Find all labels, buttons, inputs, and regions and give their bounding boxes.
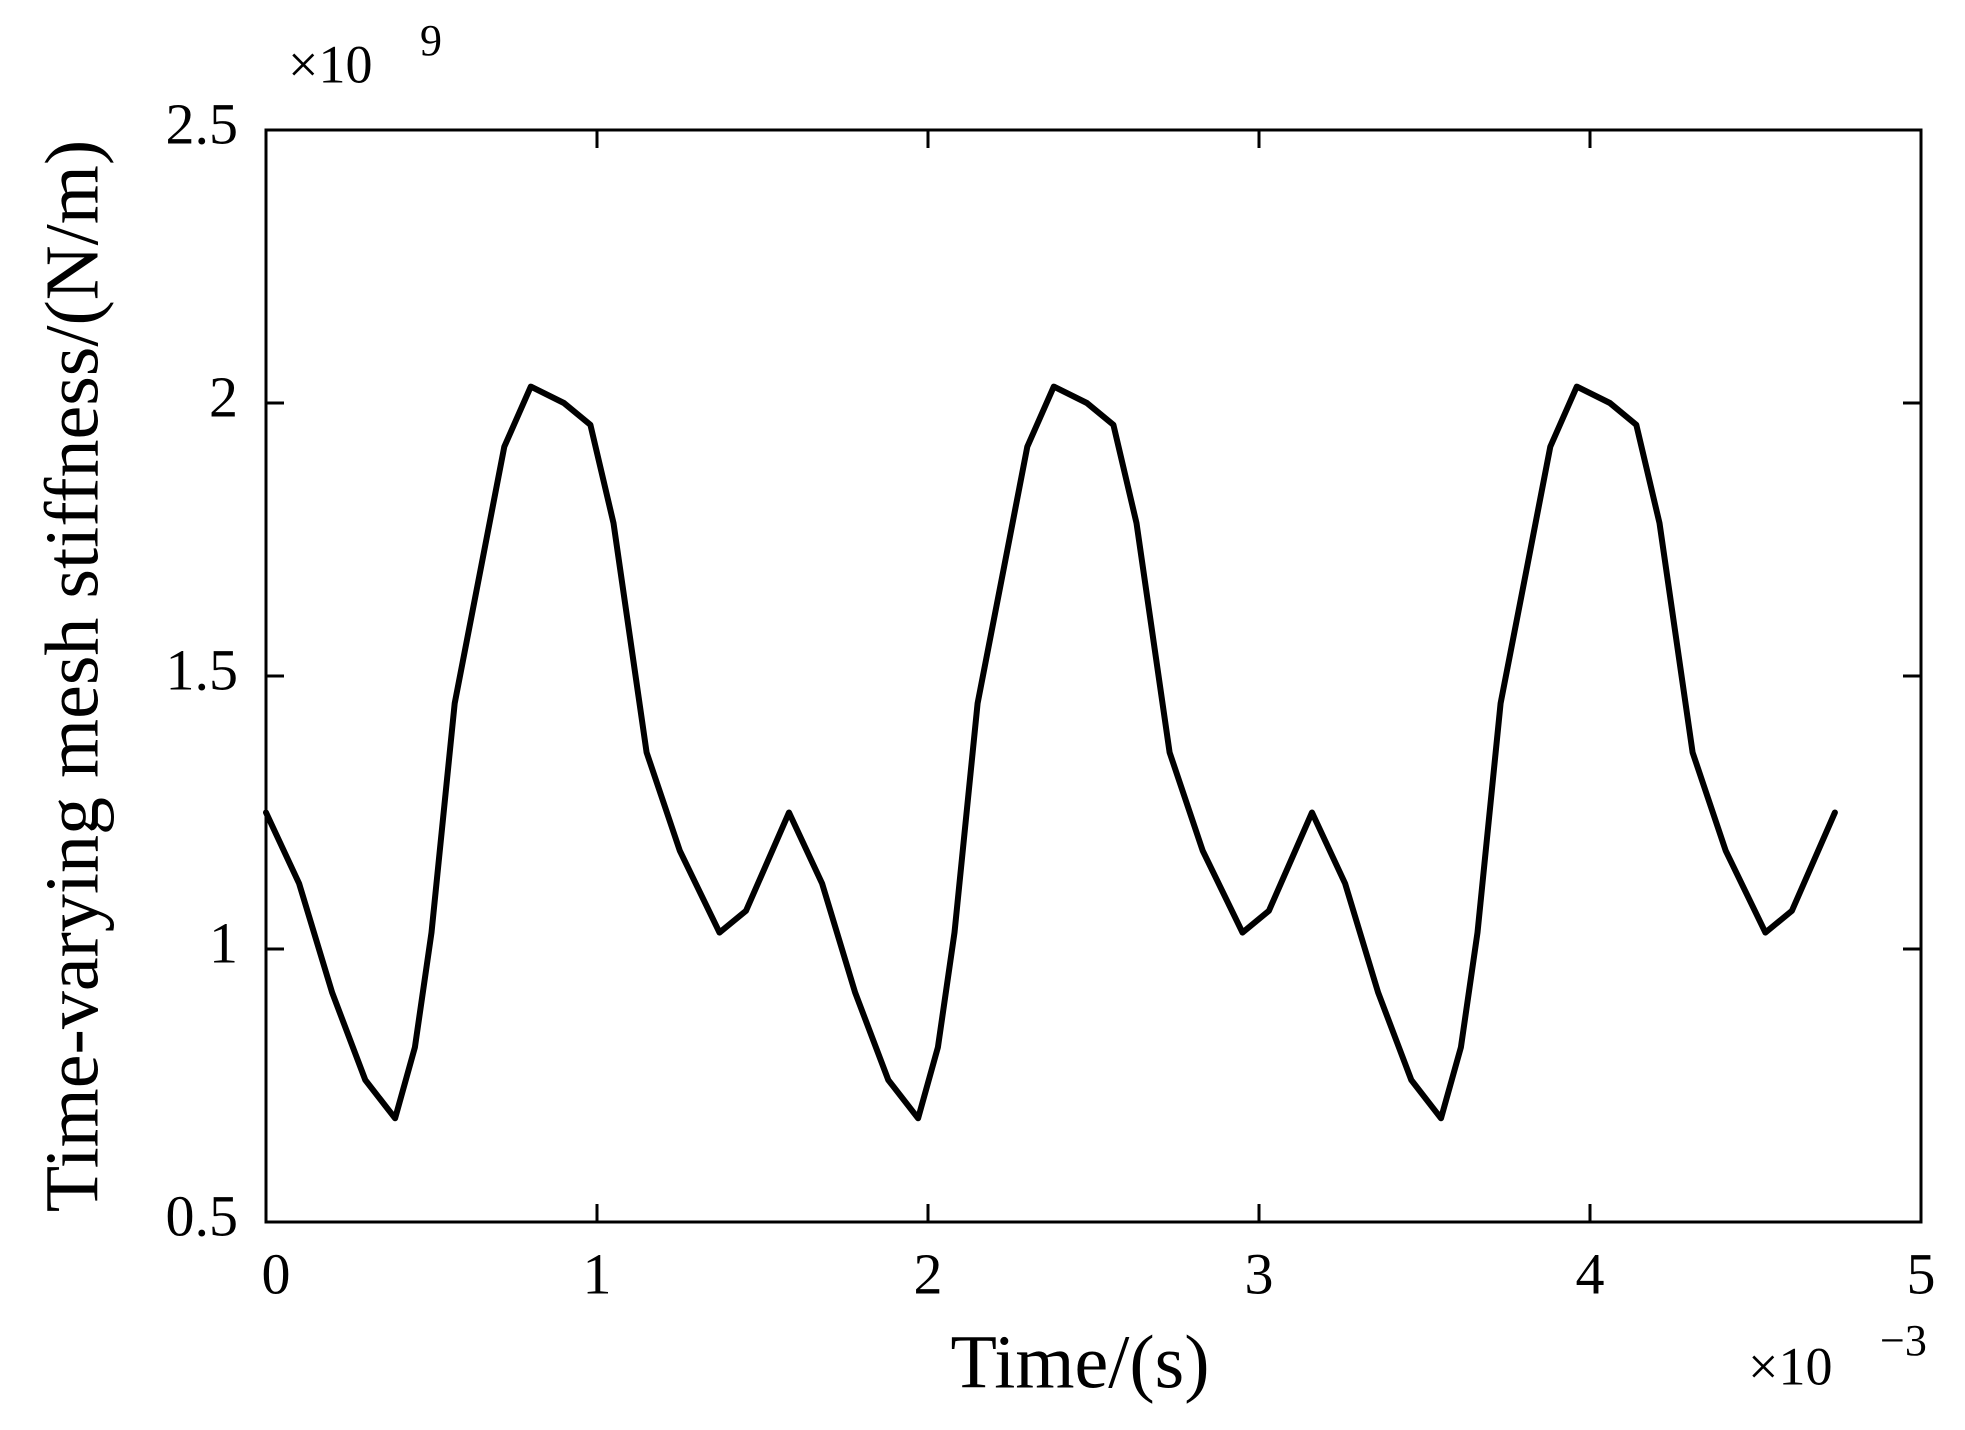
y-exponent: 9 — [420, 16, 442, 65]
x-multiplier: ×10 — [1748, 1336, 1832, 1396]
y-tick-label: 2 — [209, 364, 238, 429]
plot-frame — [264, 128, 1923, 1224]
x-exponent: −3 — [1880, 1316, 1927, 1365]
y-tick-label: 1 — [209, 910, 238, 975]
x-axis-label: Time/(s) — [950, 1320, 1209, 1404]
y-multiplier: ×10 — [288, 34, 372, 94]
x-tick-label: 4 — [1576, 1241, 1605, 1306]
x-tick-label: 2 — [914, 1241, 943, 1306]
y-tick-label: 2.5 — [166, 91, 239, 156]
x-tick-label: 3 — [1245, 1241, 1274, 1306]
y-tick-label: 0.5 — [166, 1183, 239, 1248]
y-axis-label: Time-varying mesh stiffness/(N/m) — [30, 140, 114, 1212]
y-tick-label: 1.5 — [166, 637, 239, 702]
x-tick-label: 5 — [1907, 1241, 1936, 1306]
x-tick-label: 1 — [583, 1241, 612, 1306]
line-series — [263, 383, 1838, 1122]
x-tick-label: 0 — [262, 1241, 291, 1306]
